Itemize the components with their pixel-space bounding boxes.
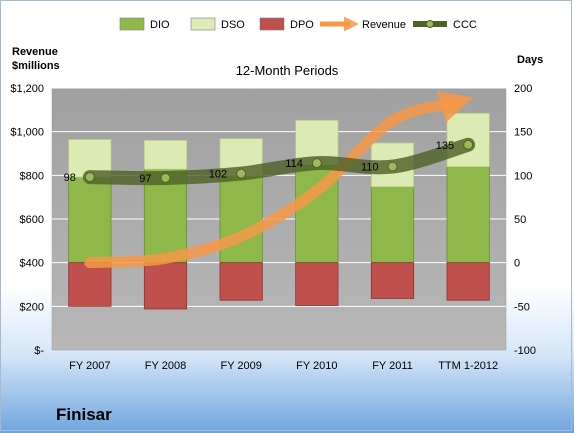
legend-swatch-dpo bbox=[259, 17, 285, 31]
legend-swatch-dio bbox=[119, 17, 145, 31]
ccc-data-label: 98 bbox=[64, 172, 76, 184]
ccc-data-label: 102 bbox=[209, 169, 227, 181]
right-tick-label: -100 bbox=[514, 345, 536, 357]
bar-dpo bbox=[68, 262, 112, 307]
ccc-point bbox=[84, 172, 95, 183]
ccc-point bbox=[387, 161, 398, 172]
ccc-point bbox=[160, 172, 171, 183]
right-tick-label: -50 bbox=[514, 301, 530, 313]
category-label: FY 2008 bbox=[145, 360, 186, 372]
left-tick-label: $1,200 bbox=[10, 83, 44, 95]
left-tick-label: $1,000 bbox=[10, 127, 44, 139]
chart-subtitle: 12-Month Periods bbox=[235, 63, 339, 78]
right-tick-label: 0 bbox=[514, 258, 520, 270]
left-tick-label: $400 bbox=[20, 258, 44, 270]
ccc-data-label: 97 bbox=[139, 173, 151, 185]
bar-dpo bbox=[295, 262, 339, 306]
bar-dpo bbox=[370, 262, 415, 299]
right-tick-label: 50 bbox=[514, 214, 526, 226]
ccc-point bbox=[463, 139, 474, 150]
ccc-data-label: 114 bbox=[285, 158, 303, 170]
legend-label-ccc: CCC bbox=[453, 19, 477, 31]
bar-dpo bbox=[219, 262, 263, 301]
category-label: FY 2011 bbox=[372, 360, 413, 372]
ccc-point bbox=[236, 168, 247, 179]
category-label: FY 2007 bbox=[69, 360, 110, 372]
bar-dio bbox=[446, 166, 490, 264]
legend-label-dpo: DPO bbox=[290, 19, 314, 31]
category-label: FY 2009 bbox=[220, 360, 261, 372]
company-name: Finisar bbox=[56, 405, 112, 424]
category-label: FY 2010 bbox=[296, 360, 337, 372]
ccc-data-label: 135 bbox=[436, 140, 454, 152]
left-axis-title: Revenue $millions bbox=[12, 46, 60, 72]
right-tick-label: 100 bbox=[514, 170, 532, 182]
legend-label-dso: DSO bbox=[221, 19, 245, 31]
right-tick-label: 200 bbox=[514, 83, 532, 95]
bar-dio bbox=[68, 176, 112, 264]
ccc-point bbox=[311, 158, 322, 169]
left-tick-label: $800 bbox=[20, 170, 44, 182]
legend-label-dio: DIO bbox=[150, 19, 170, 31]
bar-dso bbox=[143, 139, 188, 170]
ccc-line bbox=[82, 137, 476, 186]
left-tick-label: $- bbox=[34, 345, 44, 357]
revenue-line bbox=[84, 90, 474, 269]
legend-swatch-dso bbox=[190, 17, 216, 31]
bar-dio bbox=[370, 186, 415, 264]
ccc-data-label: 110 bbox=[361, 162, 379, 174]
left-tick-label: $200 bbox=[20, 301, 44, 313]
left-tick-label: $600 bbox=[20, 214, 44, 226]
bar-dpo bbox=[446, 262, 490, 301]
right-axis-title: Days bbox=[517, 54, 544, 66]
category-label: TTM 1-2012 bbox=[438, 360, 498, 372]
right-tick-label: 150 bbox=[514, 127, 532, 139]
legend-label-revenue: Revenue bbox=[362, 19, 406, 31]
legend-marker-ccc bbox=[426, 20, 434, 28]
bar-dpo bbox=[143, 262, 188, 310]
bar-dio bbox=[219, 175, 263, 264]
